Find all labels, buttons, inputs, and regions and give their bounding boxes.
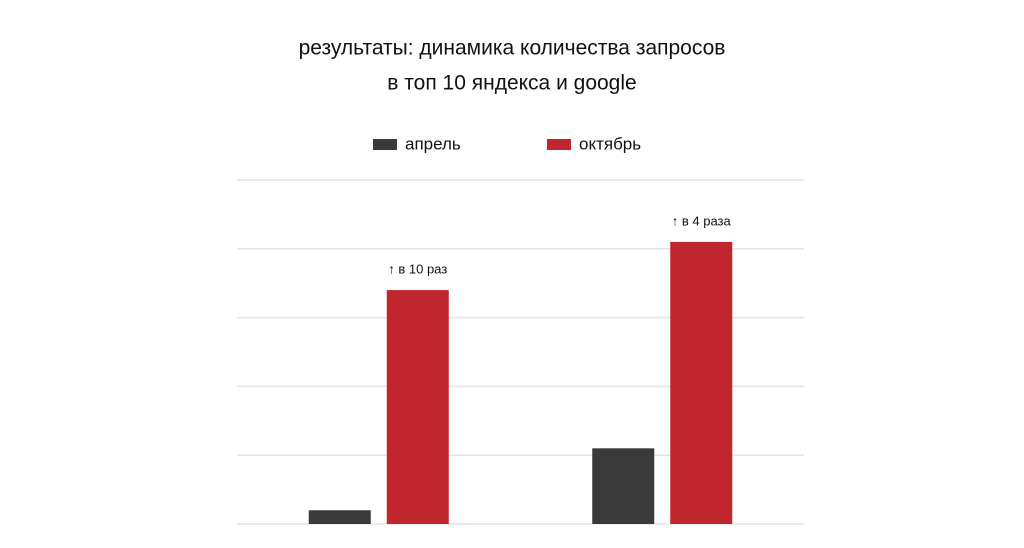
legend-label: апрель <box>405 134 461 153</box>
chart-title: в топ 10 яндекса и google <box>387 72 636 95</box>
bar <box>308 510 371 524</box>
annotation: ↑ в 10 раз <box>388 262 447 277</box>
legend-label: октябрь <box>579 134 641 153</box>
bar <box>592 448 655 524</box>
bar <box>386 290 449 524</box>
bar <box>670 241 733 525</box>
chart-title: результаты: динамика количества запросов <box>299 37 726 60</box>
legend-swatch <box>547 139 571 150</box>
annotation: ↑ в 4 раза <box>672 213 732 228</box>
legend-swatch <box>373 139 397 150</box>
